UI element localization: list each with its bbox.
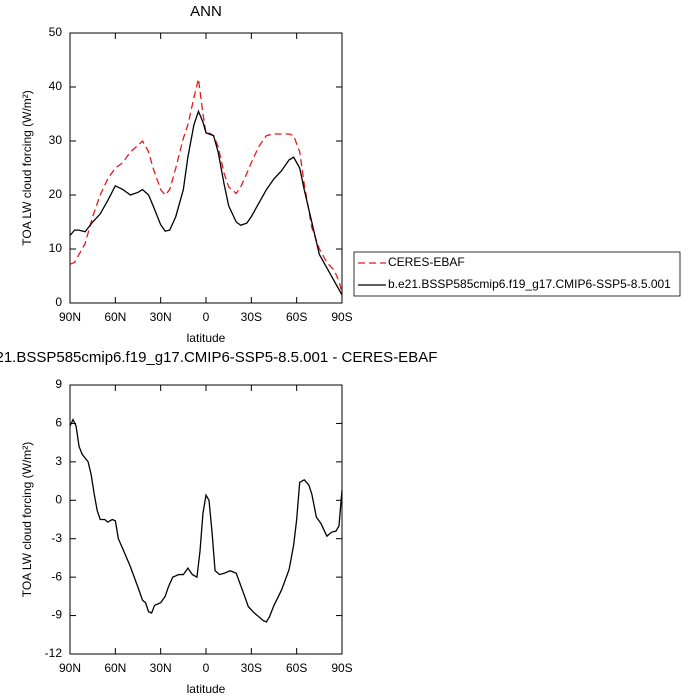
- plot-frame: [69, 32, 343, 304]
- x-tick-label: 30S: [241, 661, 262, 675]
- x-axis-label: latitude: [187, 682, 226, 696]
- y-axis-label: TOA LW cloud forcing (W/m²): [20, 90, 34, 246]
- y-tick-label: 50: [49, 25, 63, 39]
- y-tick-label: -12: [45, 646, 63, 660]
- x-tick-label: 60S: [286, 310, 307, 324]
- y-tick-label: 20: [49, 187, 63, 201]
- x-tick-label: 90S: [331, 310, 352, 324]
- chart-title: ANN: [190, 3, 222, 20]
- x-tick-label: 30N: [150, 310, 172, 324]
- y-tick-label: 0: [55, 295, 62, 309]
- x-tick-label: 0: [203, 310, 210, 324]
- chart-title: b.e21.BSSP585cmip6.f19_g17.CMIP6-SSP5-8.…: [0, 349, 437, 366]
- legend-label: b.e21.BSSP585cmip6.f19_g17.CMIP6-SSP5-8.…: [388, 277, 671, 291]
- y-tick-label: 40: [49, 79, 63, 93]
- y-tick-label: -3: [51, 531, 62, 545]
- y-tick-label: 6: [55, 416, 62, 430]
- x-tick-label: 30N: [150, 661, 172, 675]
- x-tick-label: 0: [203, 661, 210, 675]
- y-tick-label: 0: [55, 492, 62, 506]
- y-tick-label: 10: [49, 241, 63, 255]
- data-line: [69, 78, 343, 293]
- y-tick-label: -9: [51, 608, 62, 622]
- data-line: [69, 109, 343, 296]
- x-tick-label: 90N: [59, 661, 81, 675]
- x-tick-label: 90N: [59, 310, 81, 324]
- data-line: [69, 418, 343, 623]
- plot-frame: [69, 384, 343, 655]
- legend-label: CERES-EBAF: [388, 255, 465, 269]
- x-tick-label: 60N: [104, 310, 126, 324]
- x-axis-label: latitude: [187, 331, 226, 345]
- x-tick-label: 90S: [331, 661, 352, 675]
- y-tick-label: -6: [51, 569, 62, 583]
- x-tick-label: 60S: [286, 661, 307, 675]
- y-tick-label: 30: [49, 133, 63, 147]
- legend-box: [353, 251, 681, 297]
- y-tick-label: 9: [55, 377, 62, 391]
- y-tick-label: 3: [55, 454, 62, 468]
- y-axis-label: TOA LW cloud forcing (W/m²): [20, 442, 34, 598]
- x-tick-label: 60N: [104, 661, 126, 675]
- x-tick-label: 30S: [241, 310, 262, 324]
